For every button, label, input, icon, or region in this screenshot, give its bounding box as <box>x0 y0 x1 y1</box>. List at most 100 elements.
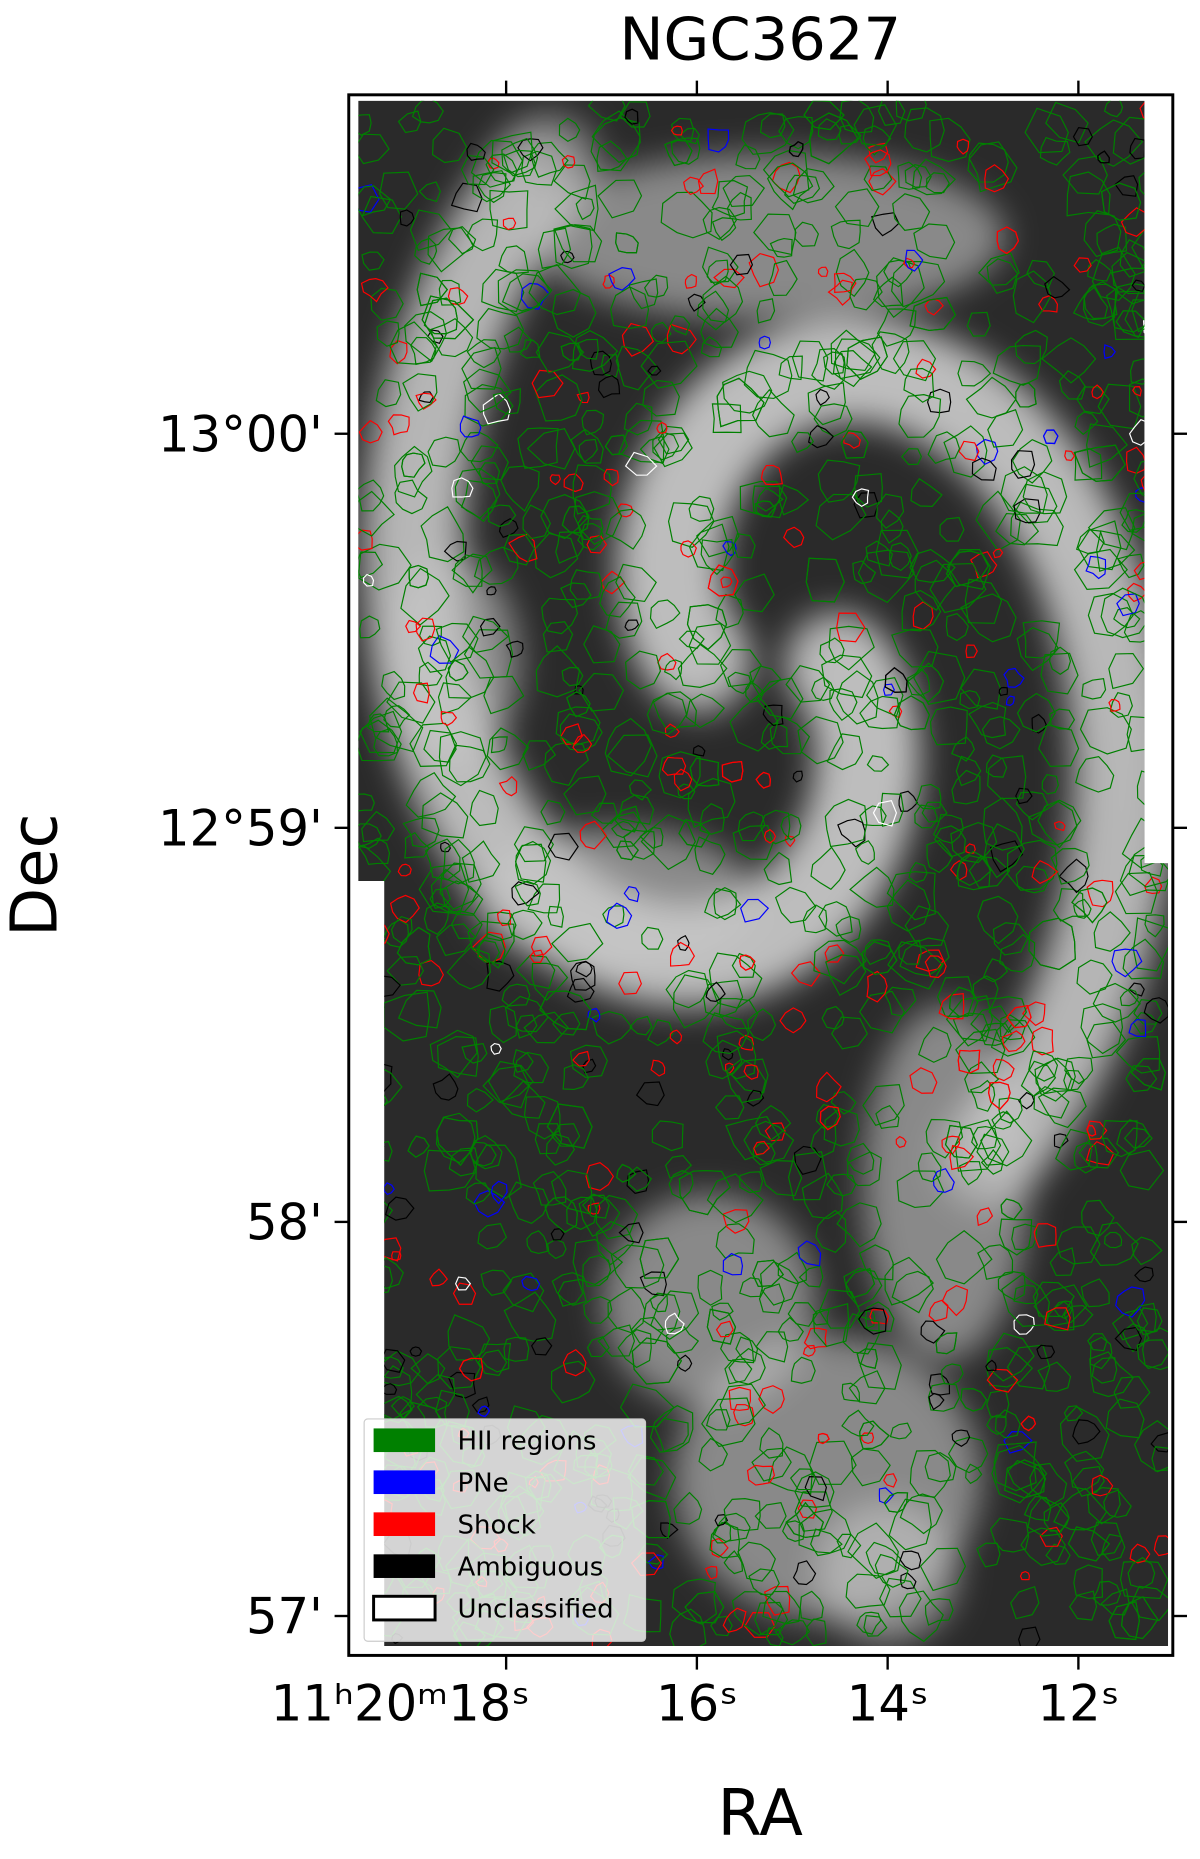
glow-blob <box>378 555 521 769</box>
region-contour <box>610 286 650 330</box>
region-contour <box>606 734 658 778</box>
region-contour <box>615 345 659 391</box>
region-contour <box>965 1463 983 1485</box>
region-contour <box>724 1062 735 1075</box>
region-contour <box>1042 429 1059 445</box>
region-contour <box>846 336 888 380</box>
region-contour <box>958 1160 983 1186</box>
region-contour <box>985 1359 997 1372</box>
region-contour <box>572 464 612 515</box>
region-contour <box>1101 1533 1126 1562</box>
region-contour <box>760 809 791 845</box>
region-contour <box>370 287 404 321</box>
region-contour <box>915 783 942 810</box>
region-contour <box>791 340 829 382</box>
region-contour <box>464 383 514 427</box>
region-contour <box>635 1081 665 1107</box>
region-contour <box>926 388 952 414</box>
region-contour <box>875 529 920 579</box>
region-contour <box>700 307 739 348</box>
region-contour <box>665 969 710 1009</box>
region-contour <box>1049 1247 1076 1277</box>
region-contour <box>418 959 445 987</box>
region-contour <box>704 1565 718 1580</box>
x-tick-label: 12ˢ <box>1038 1674 1120 1732</box>
region-contour <box>1101 1120 1138 1158</box>
region-contour <box>829 688 858 722</box>
region-contour <box>437 682 473 715</box>
region-contour <box>987 409 1024 448</box>
region-contour <box>698 1437 728 1472</box>
region-contour <box>489 189 529 231</box>
region-contour <box>376 320 400 347</box>
region-contour <box>582 1254 612 1287</box>
region-contour <box>617 1329 652 1369</box>
region-contour <box>1151 1446 1169 1472</box>
region-contour <box>836 1202 882 1248</box>
region-contour <box>441 880 484 916</box>
region-contour <box>701 246 739 284</box>
region-contour <box>801 1172 844 1220</box>
region-contour <box>387 414 410 436</box>
region-contour <box>797 716 844 765</box>
legend-swatch <box>373 1554 436 1578</box>
region-contour <box>562 1064 590 1091</box>
region-contour <box>748 252 780 288</box>
region-contour <box>498 245 529 274</box>
region-contour <box>880 792 905 827</box>
region-contour <box>722 1209 750 1234</box>
region-contour <box>1062 155 1108 195</box>
region-contour <box>992 922 1030 956</box>
region-contour <box>650 321 672 343</box>
region-contour <box>445 646 495 699</box>
region-contour <box>819 1105 841 1131</box>
glow-blob <box>815 1501 958 1644</box>
region-contour <box>853 104 897 147</box>
region-contour <box>661 756 687 776</box>
region-contour <box>570 428 604 464</box>
region-contour <box>1013 1314 1035 1335</box>
region-contour <box>390 1395 415 1420</box>
region-contour <box>619 1383 675 1428</box>
region-contour <box>678 818 711 848</box>
region-contour <box>473 546 519 585</box>
region-contour <box>435 1116 479 1167</box>
region-contour <box>397 110 422 134</box>
region-contour <box>915 358 937 379</box>
region-contour <box>755 487 784 512</box>
region-contour <box>1091 1474 1114 1497</box>
region-contour <box>992 344 1041 386</box>
region-contour <box>1120 207 1153 238</box>
region-contour <box>551 922 604 963</box>
region-contour <box>604 434 628 456</box>
region-contour <box>752 485 781 518</box>
region-contour <box>517 138 544 162</box>
region-contour <box>1131 279 1146 292</box>
region-contour <box>697 168 719 195</box>
region-contour <box>616 503 634 518</box>
region-contour <box>508 1181 550 1224</box>
region-contour <box>447 225 477 255</box>
region-contour <box>842 1313 880 1355</box>
region-contour <box>581 409 605 436</box>
region-contour <box>895 1135 907 1149</box>
region-contour <box>435 1112 476 1164</box>
region-contour <box>859 695 901 730</box>
region-contour <box>1013 498 1041 524</box>
region-contour <box>886 879 931 932</box>
region-contour <box>487 1060 534 1103</box>
region-contour <box>996 226 1020 255</box>
region-contour <box>986 1332 1035 1382</box>
region-contour <box>482 392 511 425</box>
region-contour <box>815 1071 842 1103</box>
region-contour <box>379 171 419 210</box>
region-contour <box>868 142 889 164</box>
region-contour <box>1103 1489 1132 1518</box>
region-contour <box>542 621 574 653</box>
region-contour <box>1108 698 1121 712</box>
region-contour <box>924 298 944 316</box>
region-contour <box>391 1251 402 1261</box>
region-contour <box>503 1336 530 1362</box>
region-contour <box>1108 1601 1140 1641</box>
region-contour <box>1143 997 1169 1024</box>
